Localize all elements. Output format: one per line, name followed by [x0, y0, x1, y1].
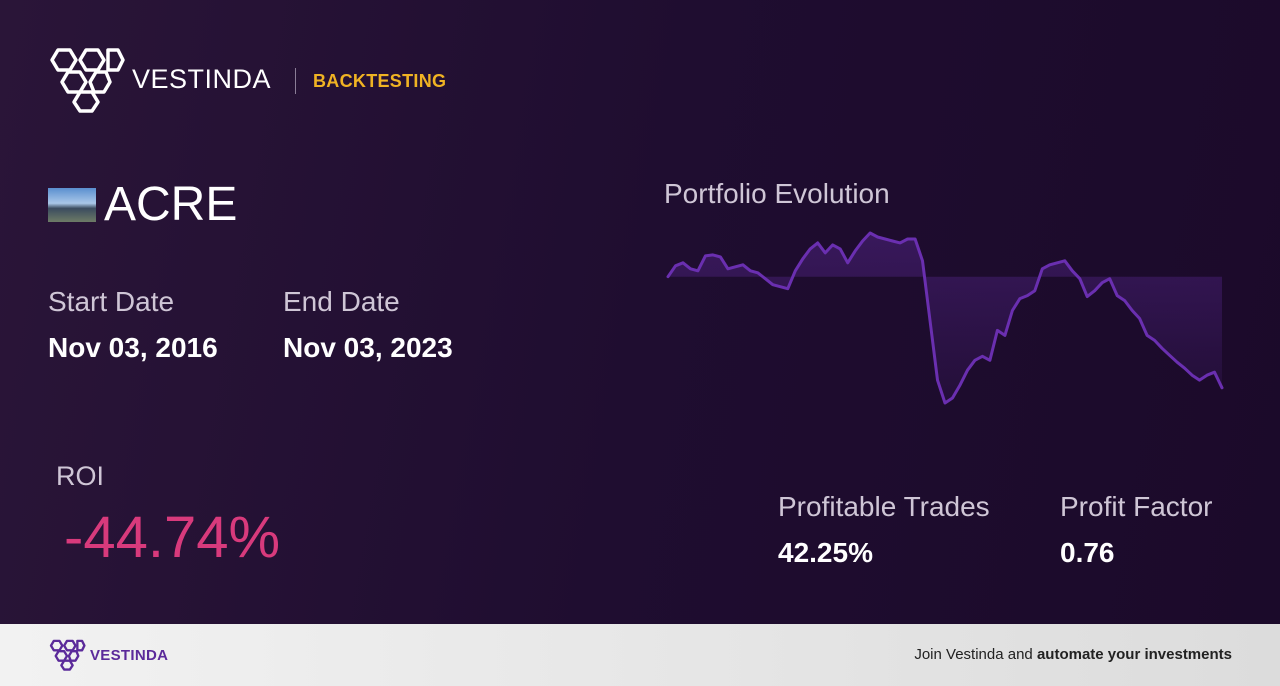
- line: [666, 231, 1224, 405]
- roi-value: -44.74%: [64, 505, 281, 570]
- profit-factor-label: Profit Factor: [1060, 491, 1213, 522]
- footer: VESTINDA Join Vestinda and automate your…: [0, 624, 1280, 686]
- brand: VESTINDA: [132, 64, 272, 94]
- end-date-label: End Date: [283, 286, 400, 317]
- profitable-trades-value: 42.25%: [778, 537, 873, 568]
- area: [668, 233, 1222, 403]
- start-date-label: Start Date: [48, 286, 175, 317]
- divider: [295, 68, 296, 94]
- logo: [50, 48, 125, 113]
- ticker: ACRE: [104, 178, 238, 231]
- footer-cta: Join Vestinda and automate your investme…: [914, 646, 1232, 663]
- footer-brand: VESTINDA: [90, 647, 169, 664]
- main-panel: VESTINDA BACKTESTING ACRE Start Date Nov…: [0, 0, 1280, 624]
- chart: [666, 231, 1224, 405]
- chart-title: Portfolio Evolution: [664, 178, 890, 209]
- footer-logo: [49, 639, 86, 671]
- cta-text: Join Vestinda and: [914, 646, 1033, 663]
- profitable-trades-label: Profitable Trades: [778, 491, 990, 522]
- cta-bold[interactable]: automate your investments: [1036, 646, 1232, 663]
- ticker-image: [48, 188, 96, 222]
- roi-label: ROI: [56, 461, 105, 491]
- end-date-value: Nov 03, 2023: [283, 332, 453, 363]
- start-date-value: Nov 03, 2016: [48, 332, 218, 363]
- profit-factor-value: 0.76: [1060, 537, 1115, 568]
- section: BACKTESTING: [313, 71, 447, 91]
